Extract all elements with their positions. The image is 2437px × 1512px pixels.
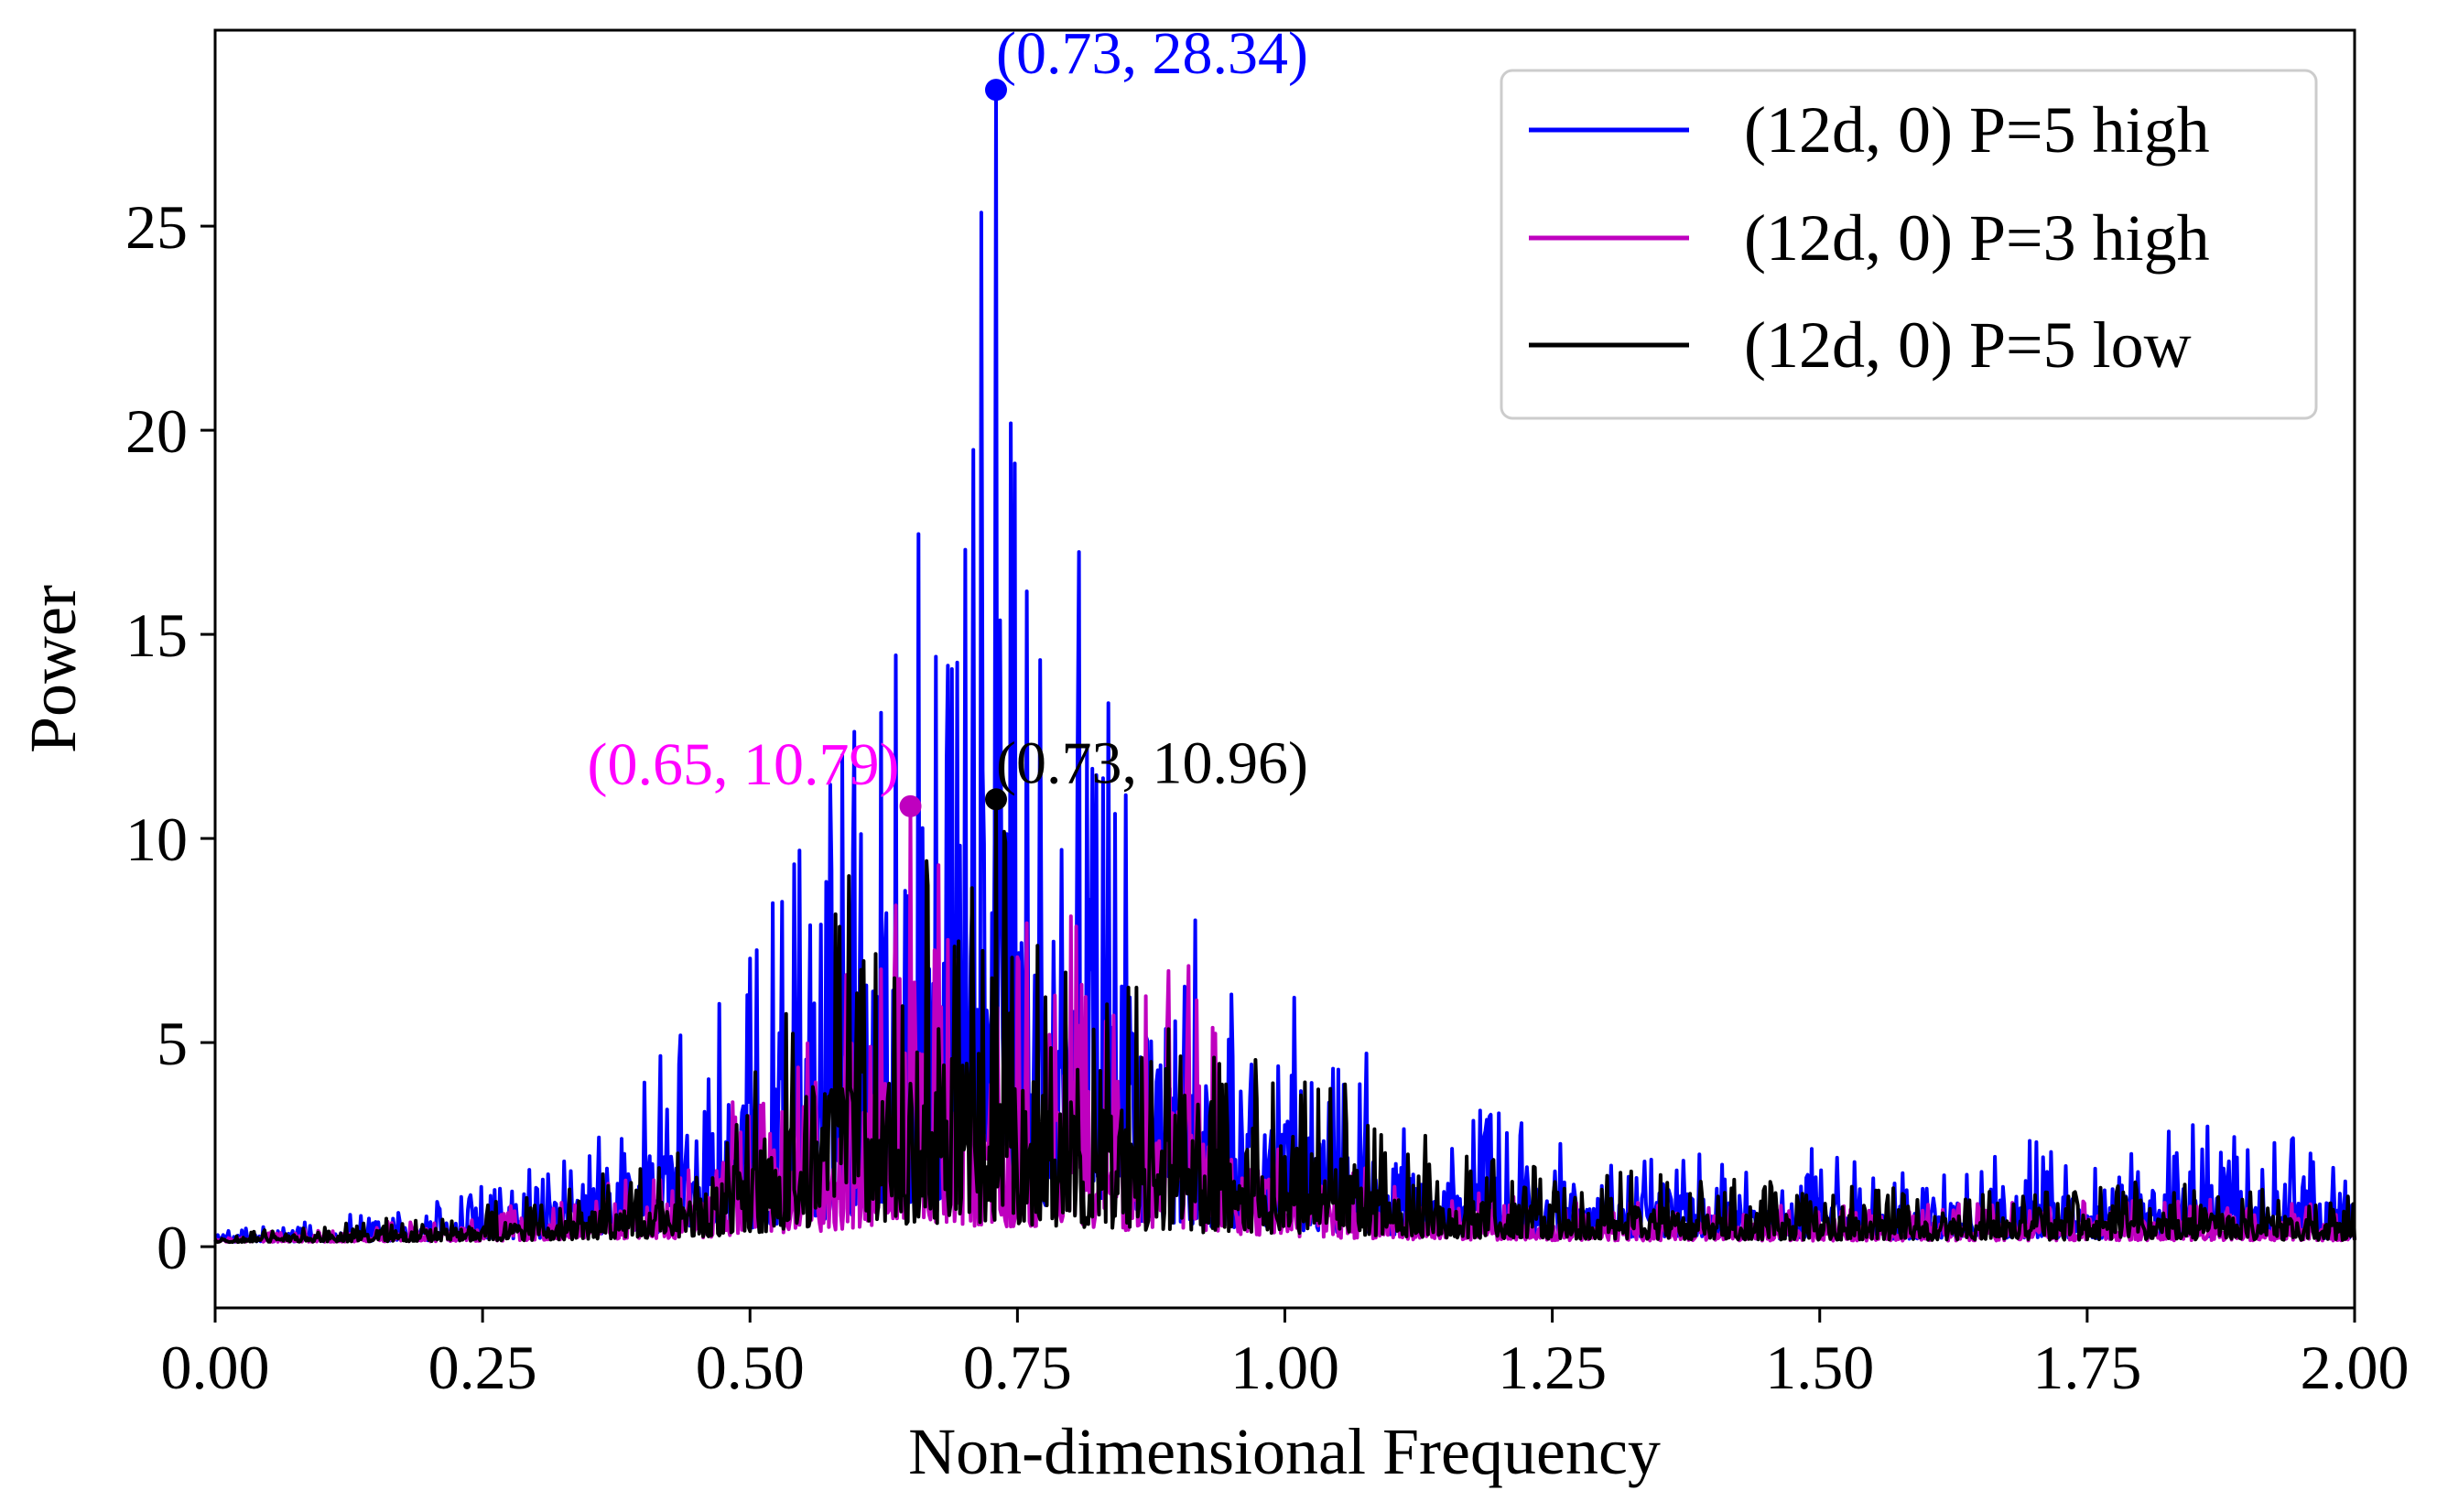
y-tick-label: 15 [125, 600, 188, 670]
x-tick-label: 2.00 [2301, 1333, 2410, 1402]
peak-annotation-1: (0.65, 10.79) [588, 731, 900, 798]
peak-marker-1 [899, 794, 922, 817]
y-tick-label: 20 [125, 396, 188, 466]
annotation-layer: (0.73, 28.34)(0.65, 10.79) (0.73, 10.96) [588, 20, 1308, 817]
legend-label-p3-high: (12d, 0) P=3 high [1744, 201, 2210, 275]
legend-label-p5-low: (12d, 0) P=5 low [1744, 308, 2192, 382]
series-line-2 [213, 797, 2356, 1245]
x-tick-label: 0.75 [963, 1333, 1072, 1402]
x-axis: 0.00 0.25 0.50 0.75 1.00 1.25 1.50 1.75 2.00 [161, 1308, 2410, 1402]
x-tick-label: 0.50 [696, 1333, 805, 1402]
x-tick-label: 1.25 [1498, 1333, 1607, 1402]
peak-marker-0 [985, 79, 1008, 102]
x-tick-label: 0.25 [428, 1333, 537, 1402]
y-tick-label: 0 [157, 1213, 188, 1282]
x-tick-label: 1.75 [2032, 1333, 2141, 1402]
legend-label-p5-high: (12d, 0) P=5 high [1744, 93, 2210, 167]
x-tick-label: 1.00 [1230, 1333, 1339, 1402]
y-tick-label: 5 [157, 1009, 188, 1078]
y-tick-label: 10 [125, 805, 188, 874]
legend-box [1500, 69, 2318, 420]
x-axis-title: Non-dimensional Frequency [908, 1415, 1661, 1488]
x-tick-label: 1.50 [1765, 1333, 1874, 1402]
legend: (12d, 0) P=5 high (12d, 0) P=3 high (12d… [1500, 69, 2318, 420]
series-layer [213, 88, 2356, 1245]
peak-marker-2 [985, 788, 1008, 811]
y-axis: 0 5 10 15 20 25 [125, 192, 215, 1282]
y-tick-label: 25 [125, 192, 188, 262]
y-axis-title: Power [16, 585, 90, 753]
peak-annotation-2: (0.73, 10.96) [996, 729, 1308, 796]
x-tick-label: 0.00 [161, 1333, 270, 1402]
